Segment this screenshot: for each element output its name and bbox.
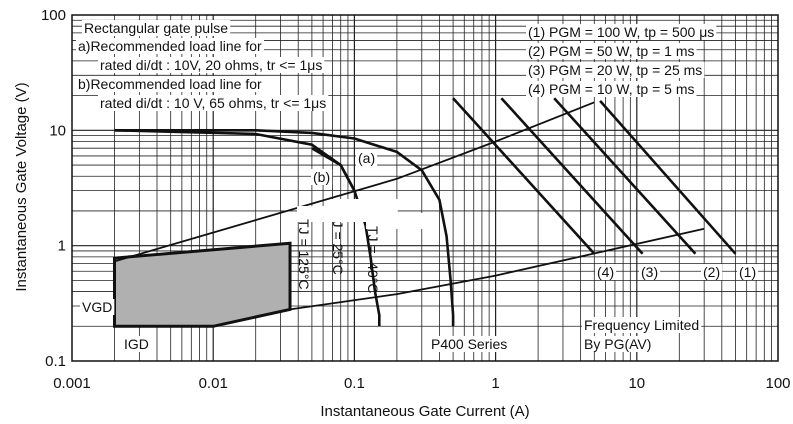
header-note-1: Rectangular gate pulse — [82, 20, 231, 36]
power-line-tag-1: (1) — [737, 264, 759, 280]
vgd-label: VGD — [80, 299, 115, 315]
load-line-b-label-text: (b) — [313, 169, 330, 185]
legend-entry-2-text: (2) PGM = 50 W, tp = 1 ms — [528, 43, 695, 59]
plot-frame — [71, 14, 779, 362]
igd-label-text: IGD — [124, 336, 149, 352]
igd-label: IGD — [122, 336, 151, 352]
y-tick-label: 0.1 — [45, 353, 66, 370]
header-note-1-text: Rectangular gate pulse — [84, 20, 228, 36]
y-axis-label: Instantaneous Gate Voltage (V) — [13, 82, 30, 291]
power-line-tag-2: (2) — [701, 264, 723, 280]
legend-entry-3: (3) PGM = 20 W, tp = 25 ms — [526, 62, 705, 78]
tj-125-label: TJ = 125°C — [296, 206, 372, 290]
power-line-tag-4-text: (4) — [597, 264, 614, 280]
power-limit-line-1 — [599, 100, 737, 255]
legend-entry-4-bg — [526, 81, 697, 97]
frequency-limited-label: Frequency Limited — [582, 317, 702, 333]
power-limit-line-4 — [452, 97, 596, 255]
x-tick-label: 100 — [765, 375, 790, 392]
y-tick-label: 1 — [58, 238, 66, 255]
header-note-3: rated di/dt : 10V, 20 ohms, tr <= 1μs — [98, 57, 325, 73]
power-line-tag-1-bg — [737, 264, 759, 280]
x-tick-label: 1 — [491, 375, 499, 392]
legend-entry-1-bg — [526, 24, 717, 40]
vgd-label-text: VGD — [82, 299, 112, 315]
x-axis-label: Instantaneous Gate Current (A) — [320, 403, 529, 420]
series-label-bg — [429, 336, 510, 352]
power-line-tag-1-text: (1) — [739, 264, 756, 280]
frequency-limited-sub-label-bg — [582, 336, 654, 352]
legend-entry-2-bg — [526, 43, 697, 59]
tj-neg40-label-text: TJ = -40°C — [365, 226, 381, 293]
power-line-tag-3-bg — [639, 264, 661, 280]
characteristic-curve-3 — [114, 129, 356, 192]
load-line-a-label-bg — [356, 150, 378, 166]
tj-neg40-label-bg — [366, 213, 438, 229]
legend-entry-3-text: (3) PGM = 20 W, tp = 25 ms — [528, 62, 702, 78]
header-note-3-bg — [98, 57, 325, 73]
header-note-5-bg — [98, 95, 329, 111]
igd-label-bg — [122, 336, 151, 352]
header-note-4: b)Recommended load line for — [76, 76, 264, 92]
x-tick-label: 0.1 — [344, 375, 365, 392]
legend-entry-1: (1) PGM = 100 W, tp = 500 μs — [526, 24, 717, 40]
frequency-limited-sub-label-text: By PG(AV) — [584, 336, 651, 352]
power-line-tag-3-text: (3) — [641, 264, 658, 280]
frequency-limited-label-text: Frequency Limited — [584, 317, 699, 333]
tj-neg40-label: TJ = -40°C — [365, 213, 438, 293]
power-line-tag-4-bg — [595, 264, 617, 280]
tj-25-label-text: TJ = 25°C — [330, 212, 346, 275]
header-note-3-text: rated di/dt : 10V, 20 ohms, tr <= 1μs — [100, 57, 322, 73]
load-line-b — [289, 227, 705, 311]
legend-entry-4: (4) PGM = 10 W, tp = 5 ms — [526, 81, 697, 97]
power-limit-line-2 — [553, 97, 697, 255]
header-note-2-text: a)Recommended load line for — [78, 38, 262, 54]
power-limit-line-3 — [500, 97, 644, 255]
legend-entry-2: (2) PGM = 50 W, tp = 1 ms — [526, 43, 697, 59]
header-note-4-text: b)Recommended load line for — [78, 76, 262, 92]
header-note-4-bg — [76, 76, 264, 92]
header-note-2-bg — [76, 38, 264, 54]
header-note-5-text: rated di/dt : 10 V, 65 ohms, tr <= 1μs — [100, 95, 326, 111]
tj-125-label-text: TJ = 125°C — [296, 219, 312, 290]
curves — [114, 97, 737, 327]
x-tick-label: 10 — [628, 375, 645, 392]
tj-125-label-bg — [297, 206, 372, 222]
header-note-2: a)Recommended load line for — [76, 38, 264, 54]
x-tick-label: 0.001 — [53, 375, 91, 392]
legend-entry-3-bg — [526, 62, 705, 78]
power-line-tag-2-text: (2) — [703, 264, 720, 280]
power-line-tag-4: (4) — [595, 264, 617, 280]
gate-trigger-region — [113, 241, 292, 328]
power-line-tag-3: (3) — [639, 264, 661, 280]
load-line-b-label: (b) — [311, 169, 333, 185]
series-label: P400 Series — [429, 336, 510, 352]
gate-region-polygon — [113, 241, 292, 328]
y-tick-label: 10 — [49, 122, 66, 139]
annotations: Rectangular gate pulse a)Recommended load… — [76, 20, 759, 352]
load-line-a — [114, 101, 595, 263]
frequency-limited-label-bg — [582, 317, 702, 333]
legend-entry-4-text: (4) PGM = 10 W, tp = 5 ms — [528, 81, 695, 97]
vgd-label-bg — [80, 299, 115, 315]
legend-entry-1-text: (1) PGM = 100 W, tp = 500 μs — [528, 24, 714, 40]
tick-labels: 0.001 0.01 0.1 1 10 100 0.1 1 10 100 — [41, 7, 791, 392]
frequency-limited-sub-label: By PG(AV) — [582, 336, 654, 352]
header-note-1-bg — [82, 20, 231, 36]
load-line-b-label-bg — [311, 169, 333, 185]
series-label-text: P400 Series — [431, 336, 507, 352]
header-note-5: rated di/dt : 10 V, 65 ohms, tr <= 1μs — [98, 95, 329, 111]
power-line-tag-2-bg — [701, 264, 723, 280]
y-tick-label: 100 — [41, 7, 66, 24]
load-line-a-label: (a) — [356, 150, 378, 166]
x-tick-label: 0.01 — [199, 375, 228, 392]
load-line-a-label-text: (a) — [358, 150, 375, 166]
